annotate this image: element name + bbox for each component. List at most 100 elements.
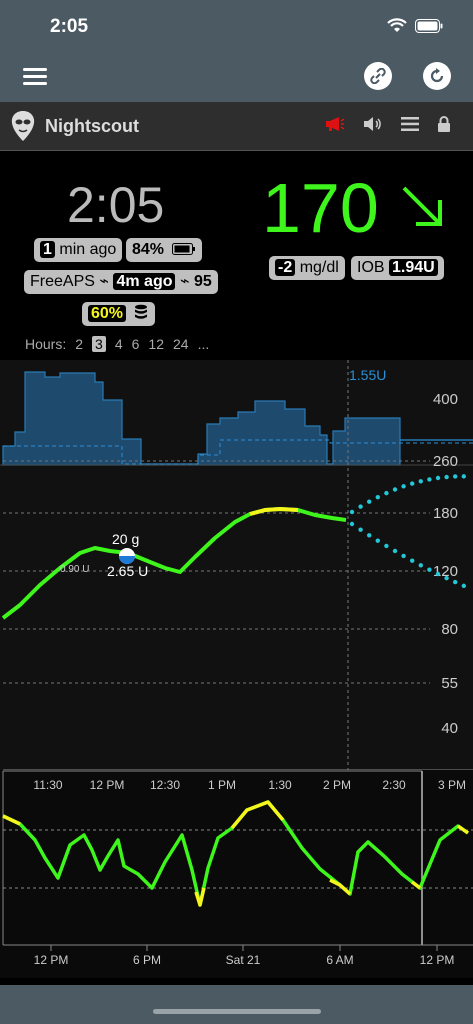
basal-label: 1.55U xyxy=(349,367,386,383)
y-tick-label: 80 xyxy=(441,621,458,638)
status-time: 2:05 xyxy=(50,16,89,37)
prediction-dot-low xyxy=(435,571,441,577)
lock-icon[interactable] xyxy=(437,116,451,132)
hours-option-6[interactable]: 6 xyxy=(131,336,140,352)
nav-x-tick-label: 12 PM xyxy=(34,953,69,967)
prediction-dot-high xyxy=(384,490,389,496)
prediction-dot-high xyxy=(410,481,415,486)
hours-option-3[interactable]: 3 xyxy=(92,336,106,352)
main-x-tick-label: 1:30 xyxy=(268,778,292,792)
hours-option-more[interactable]: ... xyxy=(197,336,210,352)
link-button[interactable] xyxy=(364,62,392,90)
main-chart[interactable]: 1.55U 400 260 180 120 80 55 40 20 g 2.65 U 0.9… xyxy=(0,360,473,771)
last-reading-minutes: 1 xyxy=(40,241,55,258)
navigator-svg: 11:30 12 PM 12:30 1 PM 1:30 2 PM 2:30 3 PM 12 P… xyxy=(2,770,473,967)
megaphone-icon[interactable] xyxy=(325,116,345,132)
prediction-dot-high xyxy=(392,487,398,492)
phone-battery-pill: 84% xyxy=(126,238,203,262)
hours-option-2[interactable]: 2 xyxy=(75,336,84,352)
delta-pill: -2 mg/dl xyxy=(269,256,345,280)
main-x-tick-label: 2:30 xyxy=(382,778,406,792)
hours-label: Hours: xyxy=(25,336,67,352)
main-x-tick-label: 3 PM xyxy=(438,778,466,792)
main-x-tick-label: 1 PM xyxy=(208,778,236,792)
prediction-dot-high xyxy=(375,494,380,500)
hours-option-12[interactable]: 12 xyxy=(148,336,164,352)
prediction-arrow-icon: ⌁ xyxy=(179,273,190,290)
main-x-ticks: 11:30 12 PM 12:30 1 PM 1:30 2 PM 2:30 3 PM xyxy=(33,778,466,792)
prediction-dot-low xyxy=(418,563,423,568)
loop-pill: FreeAPS ⌁ 4m ago ⌁ 95 xyxy=(24,270,218,294)
current-time: 2:05 xyxy=(67,177,165,233)
prediction-dot-low xyxy=(427,567,432,572)
nav-x-tick-label: 6 AM xyxy=(326,953,353,967)
iob-label: IOB xyxy=(357,259,385,276)
main-x-tick-label: 12:30 xyxy=(150,778,180,792)
prediction-dot-low xyxy=(401,553,406,559)
y-tick-label: 260 xyxy=(433,453,458,470)
nav-x-tick-label: Sat 21 xyxy=(226,953,261,967)
prediction-dot-low xyxy=(453,579,458,585)
nav-bg-high-3 xyxy=(194,887,206,907)
hours-selector: Hours: 2 3 4 6 12 24 ... xyxy=(25,336,209,352)
prediction-dot-high xyxy=(367,499,372,504)
prediction-dot-low xyxy=(392,548,398,554)
prediction-dot-low xyxy=(358,527,363,532)
reservoir-value: 60% xyxy=(88,305,127,322)
menu-lines-icon[interactable] xyxy=(401,117,419,131)
nav-bg-high-6 xyxy=(456,824,470,835)
y-tick-label: 40 xyxy=(441,720,458,737)
hours-option-24[interactable]: 24 xyxy=(173,336,189,352)
prediction-dot-low xyxy=(461,583,466,589)
prediction-dot-high xyxy=(401,484,406,489)
bolus-carb-marker-lower xyxy=(119,556,135,564)
battery-icon xyxy=(415,18,443,33)
small-bolus-label: 0.90 U xyxy=(60,564,89,575)
phone-battery-value: 84% xyxy=(132,241,165,258)
arrow-down-right-icon xyxy=(402,186,442,226)
refresh-button[interactable] xyxy=(423,62,451,90)
nav-x-tick-label: 6 PM xyxy=(133,953,161,967)
prediction-dot-high xyxy=(444,474,449,480)
bg-line-high xyxy=(249,507,299,516)
nav-bg-high-5 xyxy=(410,880,422,890)
hours-option-4[interactable]: 4 xyxy=(114,336,123,352)
prediction-dot-low xyxy=(444,575,449,581)
units-label: mg/dl xyxy=(299,259,339,276)
main-x-tick-label: 12 PM xyxy=(90,778,125,792)
prediction-dot-low xyxy=(375,538,380,543)
loop-arrow-icon: ⌁ xyxy=(99,273,110,290)
nav-bg-high-1 xyxy=(2,814,21,826)
nightscout-logo-icon xyxy=(11,111,35,141)
status-bar: 2:05 xyxy=(0,0,473,50)
app-title: Nightscout xyxy=(45,116,139,136)
y-tick-label: 400 xyxy=(433,391,458,408)
navigator-chart[interactable]: 11:30 12 PM 12:30 1 PM 1:30 2 PM 2:30 3 PM 12 P… xyxy=(0,770,473,978)
nav-bg-trace xyxy=(2,800,470,907)
prediction-dot-low xyxy=(367,533,372,538)
prediction-dot-low xyxy=(349,521,355,527)
basal-profile-line xyxy=(3,439,473,465)
home-indicator[interactable] xyxy=(153,1009,321,1014)
last-reading-label: min ago xyxy=(59,241,117,258)
bg-line xyxy=(1,507,347,620)
prediction-dot-low xyxy=(384,543,389,549)
y-tick-label: 55 xyxy=(441,675,458,692)
y-grid xyxy=(3,460,430,684)
database-icon xyxy=(135,304,148,319)
prediction-dot-high xyxy=(427,477,432,482)
status-icons xyxy=(387,18,443,33)
speaker-icon[interactable] xyxy=(363,116,383,132)
loop-prediction: 95 xyxy=(194,273,212,290)
loop-age: 4m ago xyxy=(113,273,176,290)
carb-label: 20 g xyxy=(112,531,139,547)
wifi-icon xyxy=(387,18,407,32)
nav-x-ticks: 12 PM 6 PM Sat 21 6 AM 12 PM xyxy=(34,945,455,967)
battery-icon xyxy=(172,243,196,255)
prediction-dot-high xyxy=(358,504,363,509)
home-indicator-area xyxy=(0,985,473,1024)
menu-icon[interactable] xyxy=(23,68,47,86)
nav-x-tick-label: 12 PM xyxy=(420,953,455,967)
prediction-dot-high xyxy=(461,474,466,479)
